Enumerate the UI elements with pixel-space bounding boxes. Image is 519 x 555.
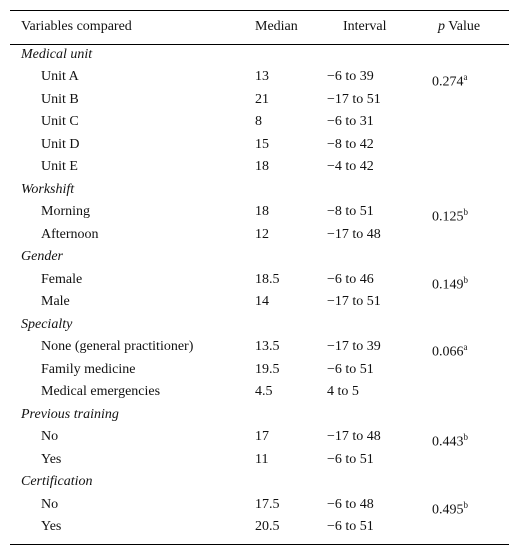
footnote-mark: a [463, 72, 468, 83]
row-label: No [41, 496, 59, 512]
row-label: Unit C [41, 114, 79, 130]
row-label: Family medicine [41, 361, 136, 377]
interval: −6 to 31 [327, 114, 374, 130]
interval: −6 to 51 [327, 519, 374, 535]
row-label: Unit B [41, 91, 79, 107]
median: 15 [255, 136, 269, 152]
group-title: Certification [21, 474, 93, 490]
median: 4.5 [255, 384, 273, 400]
header-cell: Variables compared [21, 19, 132, 34]
interval: −4 to 42 [327, 159, 374, 175]
interval: −6 to 46 [327, 271, 374, 287]
footnote-mark: b [463, 207, 469, 218]
p-number: 0.149 [432, 277, 464, 293]
interval: −8 to 42 [327, 136, 374, 152]
header-cell: p Value [438, 18, 480, 36]
row-label: Male [41, 294, 70, 310]
header-cell: Median [255, 19, 298, 34]
footnote-mark: b [463, 499, 469, 510]
interval: −8 to 51 [327, 204, 374, 220]
row-label: Yes [41, 451, 62, 467]
p-number: 0.495 [432, 502, 464, 518]
header-cell: Interval [343, 19, 387, 34]
p-number: 0.274 [432, 75, 464, 91]
header-text: Value [448, 19, 481, 34]
p-value: 0.274a [432, 68, 468, 92]
interval: −6 to 51 [327, 451, 374, 467]
group-title: Medical unit [21, 47, 93, 62]
median: 17 [255, 429, 269, 445]
interval: −6 to 39 [327, 69, 374, 85]
median: 17.5 [255, 496, 280, 512]
interval: −17 to 48 [327, 429, 381, 445]
median: 18 [255, 159, 269, 175]
row-label: No [41, 429, 59, 445]
header-italic: p [438, 19, 445, 34]
median: 18.5 [255, 271, 280, 287]
footnote-mark: a [463, 342, 468, 353]
median: 13.5 [255, 339, 280, 355]
median: 14 [255, 294, 269, 310]
interval: −17 to 51 [327, 294, 381, 310]
group-title: Previous training [21, 406, 119, 422]
median: 20.5 [255, 519, 280, 535]
bottom-rule [10, 544, 509, 545]
interval: −6 to 48 [327, 496, 374, 512]
p-value: 0.495b [432, 496, 468, 520]
interval: −17 to 39 [327, 339, 381, 355]
median: 11 [255, 451, 269, 467]
row-label: Afternoon [41, 226, 99, 242]
group-title: Specialty [21, 316, 73, 332]
median: 21 [255, 91, 269, 107]
p-value: 0.149b [432, 271, 468, 295]
median: 18 [255, 204, 269, 220]
row-label: None (general practitioner) [41, 339, 194, 355]
group-title: Workshift [21, 181, 75, 197]
footnote-mark: b [463, 432, 469, 443]
group-title: Gender [21, 249, 63, 265]
interval: 4 to 5 [327, 384, 359, 400]
row-label: Yes [41, 519, 62, 535]
top-rule [10, 10, 509, 11]
p-value: 0.443b [432, 428, 468, 452]
row-label: Morning [41, 204, 90, 220]
median: 13 [255, 69, 269, 85]
p-value: 0.125b [432, 203, 468, 227]
interval: −6 to 51 [327, 361, 374, 377]
row-label: Female [41, 271, 83, 287]
row-label: Unit E [41, 159, 78, 175]
footnote-mark: b [463, 274, 469, 285]
interval: −17 to 51 [327, 91, 381, 107]
median: 12 [255, 226, 269, 242]
median: 19.5 [255, 361, 280, 377]
row-label: Unit A [41, 69, 79, 85]
p-number: 0.066 [432, 344, 464, 360]
row-label: Unit D [41, 136, 80, 152]
median: 8 [255, 114, 262, 130]
p-value: 0.066a [432, 338, 468, 362]
interval: −17 to 48 [327, 226, 381, 242]
p-number: 0.125 [432, 210, 464, 226]
p-number: 0.443 [432, 434, 464, 450]
row-label: Medical emergencies [41, 384, 161, 400]
header-rule [10, 44, 509, 45]
